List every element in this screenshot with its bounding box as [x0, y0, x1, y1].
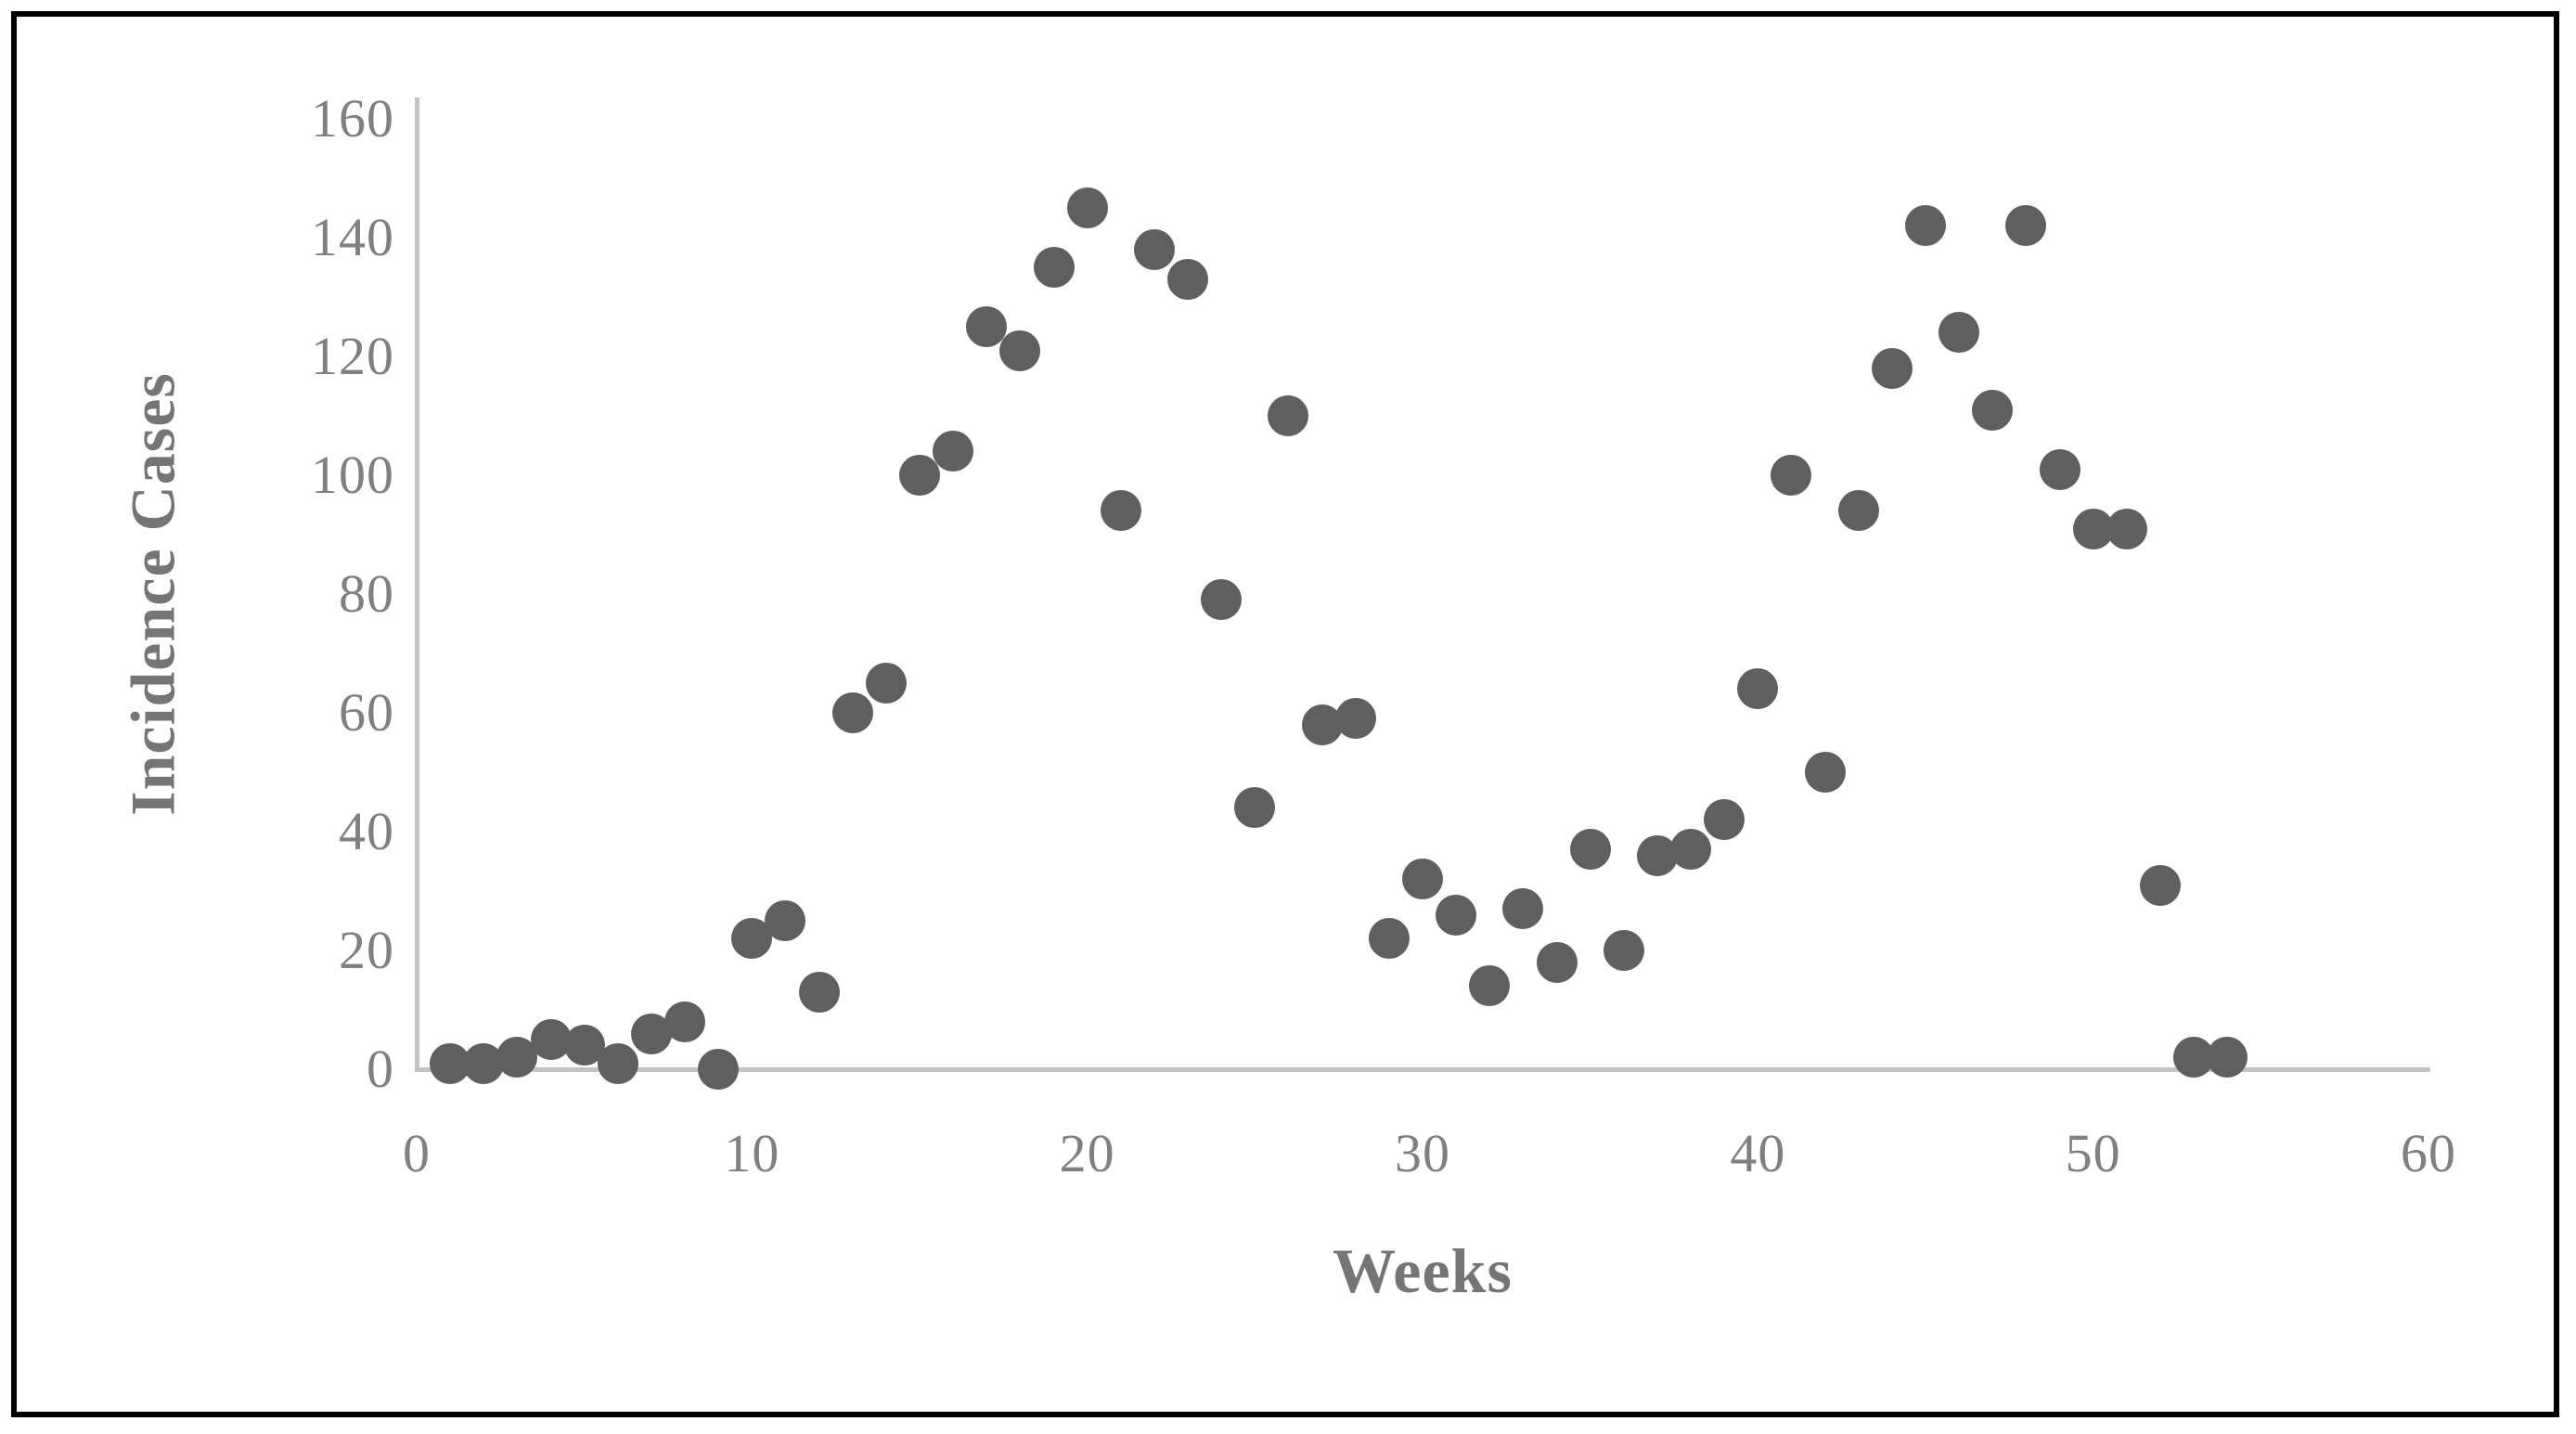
- data-point: [1066, 187, 1108, 228]
- x-axis-line: [415, 1067, 2430, 1072]
- data-point: [898, 455, 940, 496]
- y-tick-label: 60: [339, 682, 394, 743]
- data-point: [1167, 258, 1209, 300]
- y-tick-label: 0: [367, 1039, 394, 1099]
- data-point: [1033, 247, 1075, 288]
- data-point: [1804, 752, 1846, 793]
- y-axis-line: [415, 97, 419, 1071]
- data-point: [1133, 228, 1175, 270]
- y-tick-label: 80: [339, 563, 394, 624]
- data-point: [1502, 888, 1544, 930]
- data-point: [1904, 205, 1946, 247]
- y-tick-label: 140: [311, 207, 394, 267]
- data-point: [999, 329, 1041, 371]
- data-point: [966, 306, 1008, 347]
- y-axis-title: Incidence Cases: [117, 372, 188, 816]
- data-point: [1938, 312, 1980, 354]
- data-point: [2106, 508, 2147, 549]
- data-point: [1469, 965, 1511, 1007]
- x-tick-label: 60: [2400, 1123, 2456, 1183]
- y-tick-label: 100: [311, 445, 394, 505]
- data-point: [1670, 829, 1712, 871]
- y-tick-label: 40: [339, 801, 394, 861]
- data-point: [2039, 448, 2080, 490]
- data-point: [1334, 698, 1376, 740]
- data-point: [1737, 668, 1779, 710]
- data-point: [597, 1042, 638, 1084]
- data-point: [2005, 205, 2047, 247]
- data-point: [1368, 918, 1410, 960]
- data-point: [2207, 1037, 2248, 1079]
- data-point: [664, 1001, 706, 1042]
- x-axis-title: Weeks: [1333, 1235, 1513, 1306]
- x-tick-label: 40: [1730, 1123, 1786, 1183]
- data-point: [2139, 864, 2181, 906]
- data-point: [765, 900, 806, 941]
- data-point: [1234, 787, 1276, 829]
- data-point: [1100, 490, 1141, 532]
- data-point: [933, 431, 974, 472]
- data-point: [865, 663, 907, 704]
- data-point: [1704, 799, 1745, 841]
- data-point: [1569, 829, 1611, 871]
- data-point: [1771, 455, 1812, 496]
- data-point: [1268, 395, 1309, 436]
- data-point: [1972, 389, 2014, 431]
- x-tick-label: 0: [403, 1123, 431, 1183]
- data-point: [1201, 579, 1243, 621]
- y-tick-label: 20: [339, 920, 394, 980]
- y-tick-label: 160: [311, 88, 394, 149]
- data-point: [1871, 347, 1913, 389]
- data-point: [798, 971, 840, 1013]
- data-point: [1436, 894, 1477, 936]
- data-point: [1603, 930, 1644, 971]
- y-tick-label: 120: [311, 326, 394, 386]
- x-tick-label: 10: [724, 1123, 780, 1183]
- data-point: [1401, 859, 1443, 900]
- data-point: [1837, 490, 1879, 532]
- data-point: [831, 692, 873, 733]
- x-tick-label: 30: [1394, 1123, 1450, 1183]
- chart-border-frame: [11, 11, 2559, 1417]
- x-tick-label: 20: [1059, 1123, 1115, 1183]
- data-point: [1536, 941, 1578, 983]
- data-point: [698, 1049, 740, 1090]
- x-tick-label: 50: [2065, 1123, 2121, 1183]
